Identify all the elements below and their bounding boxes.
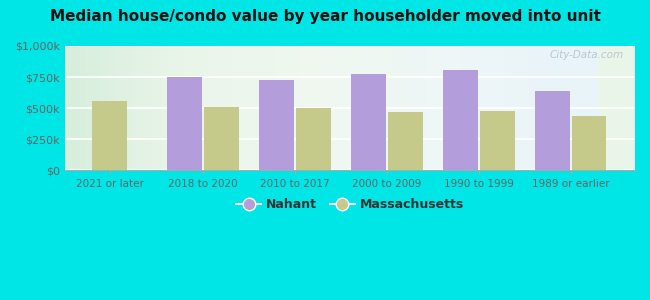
Bar	[259, 80, 294, 170]
Bar	[387, 112, 422, 170]
Bar	[571, 116, 606, 170]
Bar	[535, 91, 569, 170]
Text: Median house/condo value by year householder moved into unit: Median house/condo value by year househo…	[49, 9, 601, 24]
Bar	[167, 77, 202, 170]
Bar	[480, 111, 515, 170]
Text: City-Data.com: City-Data.com	[549, 50, 623, 60]
Bar	[296, 108, 331, 170]
Bar	[92, 101, 127, 170]
Bar	[443, 70, 478, 170]
Legend: Nahant, Massachusetts: Nahant, Massachusetts	[231, 193, 469, 216]
Bar	[203, 107, 239, 170]
Bar	[351, 74, 386, 170]
